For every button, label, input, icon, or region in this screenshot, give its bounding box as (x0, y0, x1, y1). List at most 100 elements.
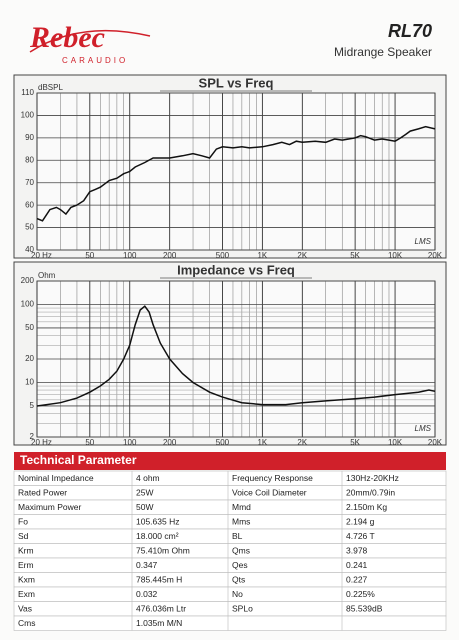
table-cell: 130Hz-20KHz (346, 473, 399, 483)
x-tick-label: 20 Hz (31, 251, 52, 260)
y-tick-label: 2 (30, 432, 35, 441)
y-tick-label: 10 (25, 378, 34, 387)
table-row (13, 572, 447, 588)
x-tick-label: 50 (85, 251, 94, 260)
table-cell: Maximum Power (18, 502, 81, 512)
table-row (13, 543, 447, 559)
table-cell: 3.978 (346, 546, 368, 556)
x-tick-label: 20K (428, 438, 443, 447)
x-tick-label: 10K (388, 438, 403, 447)
table-cell: 0.225% (346, 589, 375, 599)
table-cell: 75.410m Ohm (136, 546, 190, 556)
annotation: LMS (415, 424, 432, 433)
table-cell: 50W (136, 502, 153, 512)
table-cell: 1.035m M/N (136, 618, 182, 628)
table-row (13, 514, 447, 530)
y-tick-label: 90 (25, 133, 34, 142)
y-tick-label: 70 (25, 178, 34, 187)
table-cell: Erm (18, 560, 34, 570)
table-cell: 0.227 (346, 575, 368, 585)
table-cell: 105.635 Hz (136, 517, 179, 527)
y-tick-label: 100 (21, 111, 35, 120)
y-tick-label: 50 (25, 223, 34, 232)
table-row (13, 528, 447, 544)
chart-title: Impedance vs Freq (177, 262, 295, 277)
table-cell: SPLo (232, 604, 253, 614)
table-row (13, 586, 447, 602)
y-tick-label: 40 (25, 245, 34, 254)
x-tick-label: 10K (388, 251, 403, 260)
y-tick-label: 80 (25, 155, 34, 164)
table-cell: Qes (232, 560, 248, 570)
table: Nominal Impedance 4 ohm Frequency Response… (13, 470, 447, 631)
y-axis-label: dBSPL (38, 83, 63, 92)
table-cell: Kxm (18, 575, 35, 585)
y-axis-label: Ohm (38, 271, 56, 280)
table-cell: 20mm/0.79in (346, 488, 395, 498)
x-tick-label: 500 (216, 251, 230, 260)
x-tick-label: 1K (257, 438, 267, 447)
table-row (13, 557, 447, 573)
table-cell: Cms (18, 618, 35, 628)
data-line (36, 305, 436, 407)
table-cell: 4.726 T (346, 531, 375, 541)
logo-swoosh (29, 29, 151, 53)
table-cell: Nominal Impedance (18, 473, 94, 483)
table-row (13, 615, 447, 631)
table-cell: Mmd (232, 502, 251, 512)
table-cell: Voice Coil Diameter (232, 488, 307, 498)
data-line (36, 125, 436, 222)
table-cell: BL (232, 531, 243, 541)
table-cell: 18.000 cm² (136, 531, 179, 541)
x-tick-label: 20K (428, 251, 443, 260)
y-tick-label: 5 (30, 401, 35, 410)
x-tick-label: 200 (163, 438, 177, 447)
x-tick-label: 20 Hz (31, 438, 52, 447)
table-cell: 2.150m Kg (346, 502, 387, 512)
y-tick-label: 50 (25, 323, 34, 332)
plot-area (36, 92, 436, 251)
x-tick-label: 100 (123, 438, 137, 447)
x-tick-label: 500 (216, 438, 230, 447)
table-cell: Krm (18, 546, 34, 556)
chart-title: SPL vs Freq (199, 75, 274, 90)
table-cell: Fo (18, 517, 28, 527)
x-tick-label: 5K (350, 251, 360, 260)
table-cell: 0.241 (346, 560, 368, 570)
table-cell: 476.036m Ltr (136, 604, 186, 614)
y-tick-label: 20 (25, 354, 34, 363)
x-tick-label: 2K (297, 251, 307, 260)
y-tick-label: 60 (25, 200, 34, 209)
y-tick-label: 110 (21, 88, 34, 97)
x-tick-label: 2K (297, 438, 307, 447)
table-cell: Frequency Response (232, 473, 313, 483)
table-title: Technical Parameter (20, 453, 137, 467)
x-tick-label: 50 (85, 438, 94, 447)
table-cell: Vas (18, 604, 32, 614)
x-tick-label: 1K (257, 251, 267, 260)
table-cell: No (232, 589, 243, 599)
subtitle: Midrange Speaker (334, 45, 432, 59)
table-cell: 0.032 (136, 589, 158, 599)
table-cell: Rated Power (18, 488, 67, 498)
annotation: LMS (415, 237, 432, 246)
x-tick-label: 5K (350, 438, 360, 447)
table-cell: Qms (232, 546, 250, 556)
brand: Rebec (29, 21, 105, 54)
table-header-bar (14, 452, 446, 470)
table-cell: 85.539dB (346, 604, 383, 614)
table-cell: Exm (18, 589, 35, 599)
x-tick-label: 200 (163, 251, 177, 260)
table-cell: Sd (18, 531, 29, 541)
table-cell: 25W (136, 488, 153, 498)
table-cell: Qts (232, 575, 245, 585)
y-tick-label: 100 (21, 300, 35, 309)
x-tick-label: 100 (123, 251, 137, 260)
table-cell: 0.347 (136, 560, 158, 570)
table-cell: Mms (232, 517, 250, 527)
table-cell: 785.445m H (136, 575, 182, 585)
brand-sub: CARAUDIO (62, 56, 128, 65)
y-tick-label: 200 (21, 276, 35, 285)
table-cell: 2.194 g (346, 517, 375, 527)
